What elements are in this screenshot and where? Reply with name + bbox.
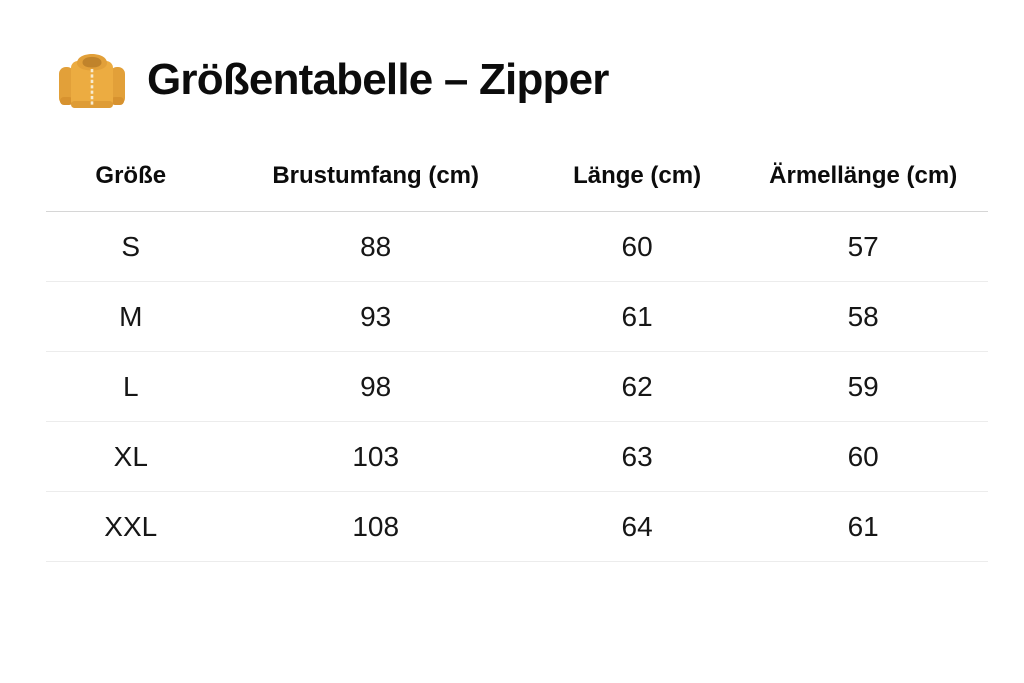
- cell-sleeve: 57: [738, 211, 988, 282]
- table-row: S 88 60 57: [46, 211, 988, 282]
- table-row: XL 103 63 60: [46, 421, 988, 492]
- cell-chest: 88: [215, 211, 536, 282]
- cell-size: M: [46, 281, 216, 352]
- hoodie-icon: [56, 44, 128, 116]
- cell-sleeve: 58: [738, 281, 988, 352]
- cell-length: 63: [535, 421, 739, 492]
- cell-length: 64: [535, 491, 739, 562]
- table-row: XXL 108 64 61: [46, 491, 988, 562]
- cell-chest: 103: [215, 421, 536, 492]
- table-header-row: Größe Brustumfang (cm) Länge (cm) Ärmell…: [46, 150, 988, 212]
- cell-sleeve: 61: [738, 491, 988, 562]
- cell-chest: 108: [215, 491, 536, 562]
- column-header-chest: Brustumfang (cm): [215, 150, 536, 212]
- cell-length: 60: [535, 211, 739, 282]
- cell-sleeve: 60: [738, 421, 988, 492]
- page-title: Größentabelle – Zipper: [147, 55, 609, 104]
- cell-size: L: [46, 351, 216, 422]
- cell-sleeve: 59: [738, 351, 988, 422]
- page-header: Größentabelle – Zipper: [0, 0, 1024, 116]
- column-header-sleeve: Ärmellänge (cm): [738, 150, 988, 212]
- cell-chest: 93: [215, 281, 536, 352]
- size-table: Größe Brustumfang (cm) Länge (cm) Ärmell…: [46, 150, 988, 562]
- cell-size: XL: [46, 421, 216, 492]
- table-row: L 98 62 59: [46, 351, 988, 422]
- cell-chest: 98: [215, 351, 536, 422]
- column-header-size: Größe: [46, 150, 216, 212]
- cell-size: S: [46, 211, 216, 282]
- table-row: M 93 61 58: [46, 281, 988, 352]
- cell-length: 62: [535, 351, 739, 422]
- column-header-length: Länge (cm): [535, 150, 739, 212]
- cell-size: XXL: [46, 491, 216, 562]
- cell-length: 61: [535, 281, 739, 352]
